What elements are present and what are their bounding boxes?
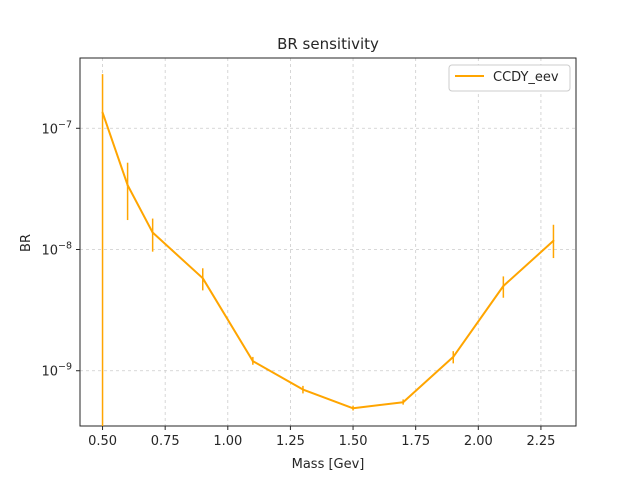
x-axis-label: Mass [Gev] — [292, 457, 365, 472]
y-tick-label: 10−8 — [41, 241, 72, 259]
chart-title: BR sensitivity — [277, 35, 379, 53]
data-point — [301, 388, 304, 391]
data-point — [352, 407, 355, 410]
data-point — [502, 284, 505, 287]
x-tick-label: 1.50 — [339, 434, 368, 449]
plot-area-frame — [79, 57, 577, 427]
legend-box — [448, 64, 571, 92]
legend: CCDY_eev — [448, 64, 571, 92]
x-tick-label: 0.75 — [151, 434, 180, 449]
grid — [80, 58, 576, 426]
x-tick-label: 2.25 — [526, 434, 555, 449]
data-point — [101, 111, 104, 114]
data-point — [552, 239, 555, 242]
series-layer — [101, 74, 555, 426]
x-tick-label: 1.75 — [401, 434, 430, 449]
y-axis-label: BR — [19, 234, 34, 252]
x-axis-ticks: 0.50 0.75 1.00 1.25 1.50 1.75 2.00 2.25 — [88, 426, 555, 449]
legend-label: CCDY_eev — [493, 70, 559, 85]
y-tick-label: 10−9 — [41, 362, 72, 380]
data-point — [402, 401, 405, 404]
series-line — [101, 112, 555, 410]
data-point — [126, 184, 129, 187]
data-point — [151, 231, 154, 234]
y-tick-label: 10−7 — [41, 119, 72, 137]
data-point — [251, 360, 254, 363]
data-point — [452, 355, 455, 358]
y-axis-ticks: 10−9 10−8 10−7 — [41, 119, 80, 380]
data-point — [201, 277, 204, 280]
x-tick-label: 1.00 — [213, 434, 242, 449]
x-tick-label: 0.50 — [88, 434, 117, 449]
x-tick-label: 1.25 — [276, 434, 305, 449]
x-tick-label: 2.00 — [464, 434, 493, 449]
